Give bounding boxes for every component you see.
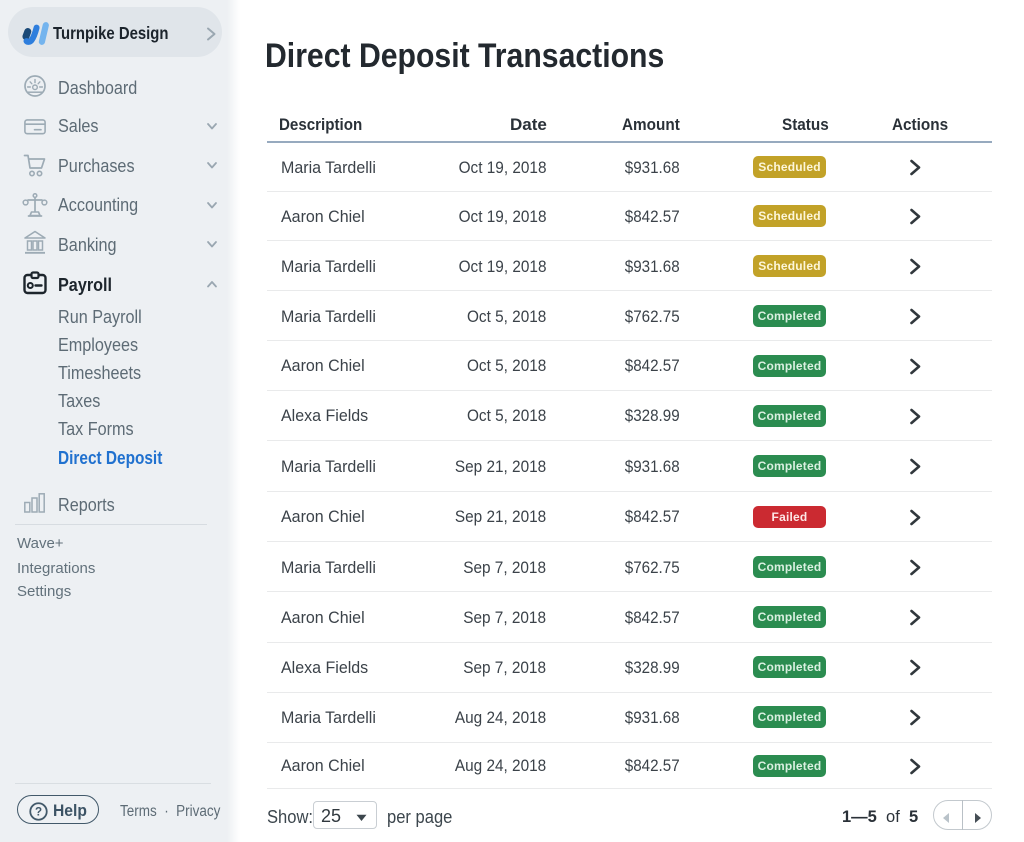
svg-text:?: ? bbox=[35, 806, 42, 819]
